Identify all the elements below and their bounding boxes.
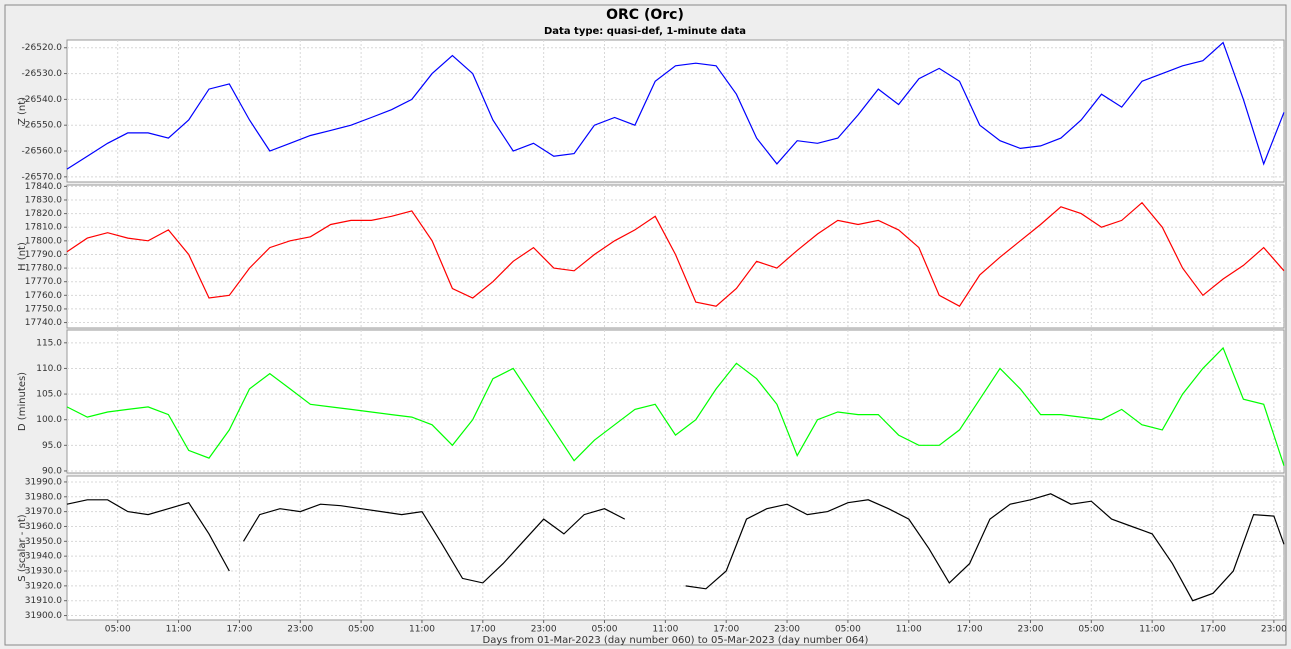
x-tick-label: 05:00 <box>1078 625 1104 635</box>
y-tick-label: 17810.0 <box>25 223 62 233</box>
x-tick-label: 11:00 <box>409 625 435 635</box>
data-line <box>66 201 1285 307</box>
x-tick-label: 11:00 <box>1139 625 1165 635</box>
y-axis-label: S (scalar - nt) <box>17 514 28 582</box>
x-tick-label: 23:00 <box>531 625 557 635</box>
y-tick-label: 31920.0 <box>25 581 62 591</box>
data-line <box>66 346 1285 466</box>
x-tick-label: 11:00 <box>166 625 192 635</box>
y-tick-label: -26560.0 <box>22 147 63 157</box>
y-tick-label: 90.0 <box>42 466 62 476</box>
x-tick-label: 17:00 <box>226 625 252 635</box>
y-tick-label: 31980.0 <box>25 492 62 502</box>
x-tick-label: 05:00 <box>348 625 374 635</box>
y-tick-label: 100.0 <box>36 415 62 425</box>
y-tick-label: -26570.0 <box>22 172 63 182</box>
y-tick-label: 17840.0 <box>25 182 62 192</box>
y-tick-label: 31960.0 <box>25 522 62 532</box>
x-tick-label: 17:00 <box>957 625 983 635</box>
y-tick-label: -26530.0 <box>22 69 63 79</box>
x-tick-label: 17:00 <box>713 625 739 635</box>
x-tick-label: 05:00 <box>592 625 618 635</box>
y-tick-label: 110.0 <box>36 364 62 374</box>
plot-area <box>66 39 1285 183</box>
y-tick-label: 17800.0 <box>25 236 62 246</box>
x-tick-label: 11:00 <box>896 625 922 635</box>
plot-area <box>66 329 1285 474</box>
y-axis-label: H (nt) <box>17 242 28 271</box>
y-axis-label: Z (nt) <box>17 97 28 125</box>
y-tick-label: 95.0 <box>42 441 62 451</box>
x-tick-label: 23:00 <box>1017 625 1043 635</box>
x-tick-label: 17:00 <box>470 625 496 635</box>
y-tick-label: 31900.0 <box>25 611 62 621</box>
y-tick-label: 31910.0 <box>25 596 62 606</box>
y-tick-label: 17740.0 <box>25 318 62 328</box>
y-tick-label: 31970.0 <box>25 507 62 517</box>
y-tick-label: 17780.0 <box>25 264 62 274</box>
x-axis-label: Days from 01-Mar-2023 (day number 060) t… <box>483 635 869 646</box>
data-line <box>66 493 1285 602</box>
y-tick-label: 17830.0 <box>25 195 62 205</box>
y-tick-label: 17820.0 <box>25 209 62 219</box>
y-tick-label: -26520.0 <box>22 43 63 53</box>
data-line <box>66 41 1285 170</box>
plot-area <box>66 475 1285 621</box>
y-tick-label: -26540.0 <box>22 95 63 105</box>
y-tick-label: 31940.0 <box>25 552 62 562</box>
y-tick-label: 31950.0 <box>25 537 62 547</box>
y-tick-label: 17770.0 <box>25 277 62 287</box>
x-tick-label: 23:00 <box>287 625 313 635</box>
y-tick-label: 31990.0 <box>25 477 62 487</box>
x-tick-label: 17:00 <box>1200 625 1226 635</box>
y-tick-label: 17790.0 <box>25 250 62 260</box>
chart-subtitle: Data type: quasi-def, 1-minute data <box>544 26 746 37</box>
y-axis-label: D (minutes) <box>17 372 28 431</box>
x-tick-label: 05:00 <box>105 625 131 635</box>
y-tick-label: 17750.0 <box>25 304 62 314</box>
y-tick-label: 31930.0 <box>25 567 62 577</box>
x-tick-label: 05:00 <box>835 625 861 635</box>
x-tick-label: 23:00 <box>774 625 800 635</box>
y-tick-label: 17760.0 <box>25 291 62 301</box>
y-tick-label: -26550.0 <box>22 121 63 131</box>
plot-area <box>66 184 1285 329</box>
y-tick-label: 115.0 <box>36 338 62 348</box>
x-tick-label: 23:00 <box>1261 625 1287 635</box>
y-tick-label: 105.0 <box>36 390 62 400</box>
chart-title: ORC (Orc) <box>606 7 684 23</box>
x-tick-label: 11:00 <box>652 625 678 635</box>
